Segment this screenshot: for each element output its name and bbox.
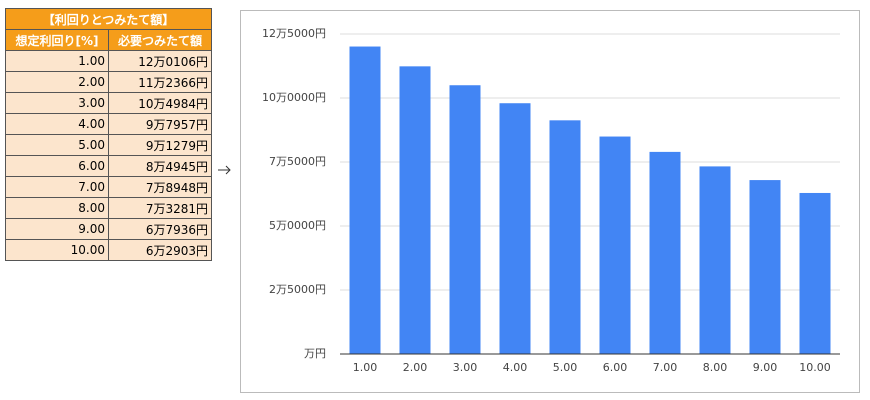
table-cell: 7万3281円	[108, 197, 212, 219]
bar	[399, 66, 431, 354]
header-row: 想定利回り[%] 必要つみたて額	[5, 29, 212, 51]
table-row: 2.00 11万2366円	[5, 71, 212, 93]
bar	[549, 120, 581, 354]
bar	[749, 180, 781, 354]
table-cell: 10万4984円	[108, 92, 212, 114]
bar	[499, 103, 531, 355]
table-cell: 8.00	[5, 197, 109, 219]
table-cell: 10.00	[5, 239, 109, 261]
table-row: 1.00 12万0106円	[5, 50, 212, 72]
table-row: 10.00 6万2903円	[5, 239, 212, 261]
column-header: 想定利回り[%]	[5, 29, 109, 51]
x-tick-label: 9.00	[753, 361, 778, 374]
table-cell: 7万8948円	[108, 176, 212, 198]
table-row: 6.00 8万4945円	[5, 155, 212, 177]
bar	[449, 85, 481, 354]
table-title: 【利回りとつみたて額】	[5, 8, 212, 30]
table-row: 7.00 7万8948円	[5, 176, 212, 198]
y-tick-label: 7万5000円	[269, 155, 326, 168]
x-tick-label: 2.00	[403, 361, 428, 374]
table-cell: 11万2366円	[108, 71, 212, 93]
column-header: 必要つみたて額	[108, 29, 212, 51]
table-cell: 9万7957円	[108, 113, 212, 135]
table-row: 5.00 9万1279円	[5, 134, 212, 156]
x-tick-label: 1.00	[353, 361, 378, 374]
table-body: 【利回りとつみたて額】 想定利回り[%] 必要つみたて額 1.00 12万0106円…	[5, 8, 212, 261]
x-tick-label: 3.00	[453, 361, 478, 374]
bar	[599, 136, 631, 354]
table-cell: 6.00	[5, 155, 109, 177]
bar	[699, 166, 731, 354]
data-table: 【利回りとつみたて額】 想定利回り[%] 必要つみたて額 1.00 12万0106円…	[5, 8, 212, 261]
arrow	[218, 165, 231, 175]
bar	[649, 151, 681, 354]
table-cell: 12万0106円	[108, 50, 212, 72]
x-tick-label: 7.00	[653, 361, 678, 374]
x-tick-label: 6.00	[603, 361, 628, 374]
table-cell: 9.00	[5, 218, 109, 240]
table-cell: 2.00	[5, 71, 109, 93]
y-tick-label: 10万0000円	[262, 91, 326, 104]
x-tick-label: 4.00	[503, 361, 528, 374]
x-tick-label: 10.00	[799, 361, 831, 374]
bar	[799, 192, 831, 354]
y-tick-label: 5万0000円	[269, 219, 326, 232]
title-row: 【利回りとつみたて額】	[5, 8, 212, 30]
y-tick-label: 12万5000円	[262, 27, 326, 40]
table-cell: 9万1279円	[108, 134, 212, 156]
table-cell: 8万4945円	[108, 155, 212, 177]
table-row: 4.00 9万7957円	[5, 113, 212, 135]
x-tick-label: 8.00	[703, 361, 728, 374]
bar	[349, 46, 381, 355]
y-tick-label: 万円	[304, 347, 326, 360]
y-tick-label: 2万5000円	[269, 283, 326, 296]
table-cell: 6万2903円	[108, 239, 212, 261]
table-row: 8.00 7万3281円	[5, 197, 212, 219]
x-tick-label: 5.00	[553, 361, 578, 374]
table-cell: 7.00	[5, 176, 109, 198]
